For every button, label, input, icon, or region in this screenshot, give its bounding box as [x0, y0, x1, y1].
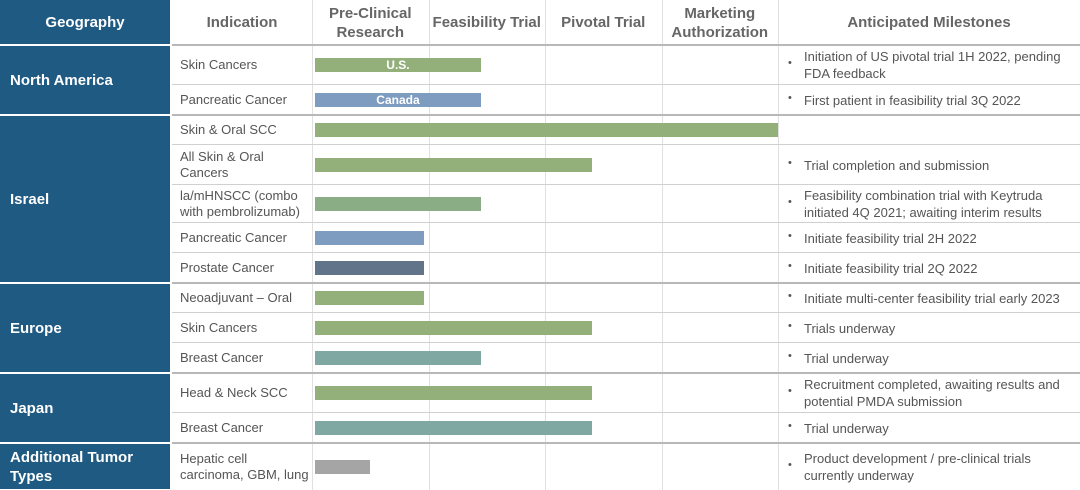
progress-bar — [315, 386, 592, 400]
milestone: Recruitment completed, awaiting results … — [778, 373, 1080, 413]
progress-bar — [315, 197, 481, 211]
milestone: Product development / pre-clinical trial… — [778, 443, 1080, 490]
group-divider — [172, 44, 1080, 46]
progress-bar — [315, 459, 371, 474]
milestone: Initiate multi-center feasibility trial … — [778, 283, 1080, 313]
group-divider — [172, 372, 1080, 374]
geography: Israel — [0, 116, 170, 282]
milestone: Trials underway — [778, 313, 1080, 343]
milestone: Feasibility combination trial with Keytr… — [778, 185, 1080, 223]
progress-bar — [315, 261, 424, 275]
header-cell: Anticipated Milestones — [847, 14, 1011, 31]
milestone: Trial completion and submission — [778, 145, 1080, 185]
row-divider — [172, 312, 1080, 313]
progress-bar: U.S. — [315, 58, 481, 72]
group-divider — [172, 442, 1080, 444]
indication: Skin Cancers — [180, 57, 258, 72]
geography: Additional Tumor Types — [0, 444, 170, 489]
indication: la/mHNSCC (combo with pembrolizumab) — [180, 188, 300, 219]
progress-bar — [315, 291, 424, 305]
indication: All Skin & Oral Cancers — [180, 149, 264, 180]
phase-divider — [661, 0, 663, 490]
phase-header: Marketing Authorization — [671, 4, 769, 41]
indication: Breast Cancer — [180, 350, 264, 365]
progress-bar — [315, 158, 592, 172]
indication: Pancreatic Cancer — [180, 92, 287, 107]
milestone: Trial underway — [778, 413, 1080, 443]
milestone: First patient in feasibility trial 3Q 20… — [778, 85, 1080, 115]
phase-divider — [545, 0, 546, 490]
row-divider — [172, 252, 1080, 253]
phase-header: Feasibility Trial — [432, 14, 541, 31]
geography: Japan — [0, 374, 170, 442]
phase-divider — [428, 0, 430, 490]
row-divider — [172, 222, 1080, 223]
row-divider — [172, 342, 1080, 343]
header-cell: Indication — [206, 14, 278, 31]
header-cell: Geography — [0, 0, 170, 44]
group-divider — [172, 282, 1080, 284]
milestone: Initiate feasibility trial 2Q 2022 — [778, 253, 1080, 283]
geography: Europe — [0, 284, 170, 372]
indication: Prostate Cancer — [180, 260, 274, 275]
progress-bar — [315, 321, 592, 335]
row-divider — [172, 184, 1080, 185]
indication: Hepatic cell carcinoma, GBM, lung — [180, 450, 309, 482]
milestone: Trial underway — [778, 343, 1080, 373]
indication: Skin & Oral SCC — [180, 122, 277, 137]
row-divider — [172, 144, 1080, 145]
geography: North America — [0, 46, 170, 114]
group-divider — [172, 114, 1080, 116]
row-divider — [172, 412, 1080, 413]
milestone: Initiate feasibility trial 2H 2022 — [778, 223, 1080, 253]
indication: Skin Cancers — [180, 320, 258, 335]
progress-bar — [315, 123, 778, 137]
indication: Head & Neck SCC — [180, 385, 288, 400]
indication: Pancreatic Cancer — [180, 230, 287, 245]
phase-header: Pre-Clinical Research — [328, 4, 412, 41]
progress-bar — [315, 231, 424, 245]
phase-divider — [312, 0, 313, 490]
row-divider — [172, 84, 1080, 85]
phase-header: Pivotal Trial — [561, 14, 646, 31]
progress-bar: Canada — [315, 93, 481, 107]
progress-bar — [315, 351, 481, 365]
indication: Breast Cancer — [180, 420, 264, 435]
indication: Neoadjuvant – Oral — [180, 290, 293, 305]
progress-bar — [315, 421, 592, 435]
milestone: Initiation of US pivotal trial 1H 2022, … — [778, 45, 1080, 85]
